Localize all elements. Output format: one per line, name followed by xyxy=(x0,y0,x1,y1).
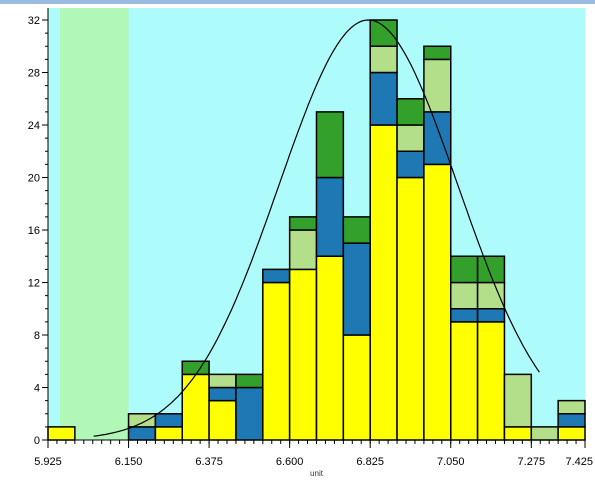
x-tick-label: 6.150 xyxy=(115,456,143,468)
y-tick-label: 12 xyxy=(28,278,40,290)
bar-segment xyxy=(450,281,479,310)
bar-segment xyxy=(262,281,291,441)
bar-segment xyxy=(557,426,586,441)
bar-segment xyxy=(530,426,559,441)
bar-segment xyxy=(154,426,183,441)
bar-segment xyxy=(154,413,183,428)
bar-segment xyxy=(369,45,398,74)
bar-segment xyxy=(396,176,425,441)
normal-curve xyxy=(93,19,540,437)
x-tick-label: 6.825 xyxy=(356,456,384,468)
x-tick-label: 6.375 xyxy=(195,456,223,468)
x-tick-label: 7.275 xyxy=(518,456,546,468)
top-band xyxy=(0,0,595,4)
bar-segment xyxy=(262,268,291,284)
y-axis-ticks: 0 4 8 12 16 20 24 28 32 xyxy=(28,15,48,447)
bar-segment xyxy=(315,255,345,441)
bar-segment xyxy=(503,373,533,428)
bar-segment xyxy=(557,399,586,415)
bar-segment xyxy=(208,386,237,402)
x-tick-label: 7.425 xyxy=(565,456,593,468)
bar-segment xyxy=(288,216,318,231)
bar-segment xyxy=(557,413,586,428)
x-axis-ticks: 5.925 6.150 6.375 6.600 6.825 7.050 7.275 7.425 xyxy=(34,440,593,468)
bar-segment xyxy=(288,229,318,271)
y-tick-label: 4 xyxy=(34,383,40,395)
bar-segment xyxy=(423,45,452,61)
bar-segment xyxy=(396,150,425,179)
bar-segment xyxy=(476,321,506,441)
y-tick-label: 32 xyxy=(28,15,40,27)
bar-segment xyxy=(369,124,398,441)
x-axis-title: unit xyxy=(310,469,324,478)
y-tick-label: 20 xyxy=(28,173,40,185)
shaded-region xyxy=(60,8,129,440)
x-tick-label: 5.925 xyxy=(34,456,62,468)
y-tick-label: 16 xyxy=(28,225,40,237)
bar-segment xyxy=(288,268,318,441)
bar-segment xyxy=(208,399,237,441)
x-tick-label: 7.050 xyxy=(437,456,465,468)
bar-segment xyxy=(476,255,506,284)
bar-segment xyxy=(396,124,425,152)
bar-segment xyxy=(315,176,345,257)
bar-segment xyxy=(342,242,371,336)
bar-segment xyxy=(450,308,479,323)
bar-segment xyxy=(423,111,452,166)
bar-segment xyxy=(47,426,76,441)
bar-segment xyxy=(369,19,398,47)
bar-segment xyxy=(503,426,533,441)
bar-segment xyxy=(315,111,345,179)
bar-segment xyxy=(342,216,371,244)
bars-layer xyxy=(47,19,586,441)
bar-segment xyxy=(208,373,237,389)
y-tick-label: 8 xyxy=(34,330,40,342)
bar-segment xyxy=(423,163,452,441)
bar-segment xyxy=(181,360,210,376)
y-tick-label: 0 xyxy=(34,435,40,447)
bar-segment xyxy=(450,255,479,284)
bar-segment xyxy=(235,386,264,441)
y-tick-label: 28 xyxy=(28,68,40,80)
bar-segment xyxy=(476,308,506,323)
x-tick-label: 6.600 xyxy=(276,456,304,468)
bar-segment xyxy=(476,281,506,310)
bar-segment xyxy=(235,373,264,389)
bar-segment xyxy=(396,98,425,126)
y-tick-label: 24 xyxy=(28,120,40,132)
bar-segment xyxy=(127,426,157,441)
bar-segment xyxy=(127,413,157,428)
bar-segment xyxy=(181,373,210,441)
bar-segment xyxy=(342,334,371,441)
bar-segment xyxy=(369,71,398,126)
bar-segment xyxy=(450,321,479,441)
